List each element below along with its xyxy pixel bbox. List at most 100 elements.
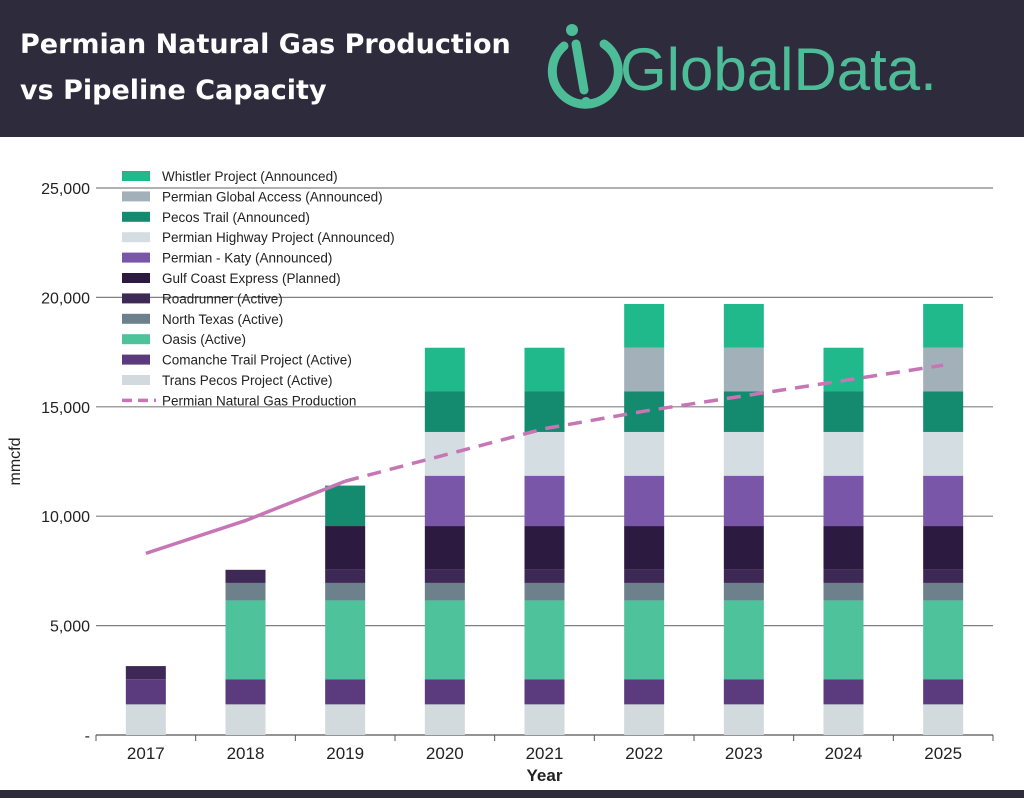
bar-segment [923, 391, 964, 432]
legend-swatch [122, 354, 150, 365]
bar-segment [823, 526, 864, 570]
bar-segment [723, 704, 764, 735]
bar-segment [923, 303, 964, 348]
legend-label: Gulf Coast Express (Planned) [162, 271, 341, 286]
bar-segment [325, 569, 366, 583]
title-line-1: Permian Natural Gas Production [20, 29, 511, 60]
legend-swatch [122, 171, 150, 181]
bar-segment [624, 347, 665, 392]
bar-segment [225, 582, 266, 601]
legend-label: Comanche Trail Project (Active) [162, 353, 352, 368]
bar-segment [524, 679, 565, 705]
bar-segment [325, 582, 366, 601]
bar-segment [823, 600, 864, 680]
bar-segment [624, 582, 665, 601]
bar-segment [524, 600, 565, 680]
legend-swatch [122, 211, 150, 222]
bar-segment [923, 526, 964, 570]
y-axis-title: mmcfd [7, 438, 24, 486]
bar-segment [823, 679, 864, 705]
bar-segment [923, 431, 964, 476]
footer-bar [0, 790, 1024, 798]
bar-segment [424, 347, 465, 392]
legend-swatch [122, 273, 150, 283]
bar-segment [424, 600, 465, 680]
x-tick-label: 2019 [326, 744, 364, 763]
bar-segment [723, 347, 764, 392]
legend-label: Permian Global Access (Announced) [162, 189, 383, 204]
production-line-actual [145, 479, 346, 556]
title-line-2: vs Pipeline Capacity [20, 75, 327, 106]
bar-segment [823, 704, 864, 735]
bar-segment [524, 704, 565, 735]
bar-segment [723, 569, 764, 583]
bar-segment [923, 704, 964, 735]
x-tick-label: 2018 [227, 744, 265, 763]
y-tick-label: 15,000 [41, 400, 90, 417]
x-tick-label: 2022 [625, 744, 663, 763]
bar-segment [424, 704, 465, 735]
bar-segment [624, 475, 665, 527]
bar-segment [723, 475, 764, 527]
y-tick-label: 5,000 [50, 619, 90, 636]
bar-segment [923, 582, 964, 601]
bar-segment [125, 666, 166, 680]
chart-title: Permian Natural Gas Production vs Pipeli… [20, 22, 511, 114]
bar-segment [424, 679, 465, 705]
bar-segment [524, 347, 565, 392]
bar-segment [225, 600, 266, 680]
bar-segment [823, 569, 864, 583]
y-tick-label: 25,000 [41, 181, 90, 198]
bar-segment [923, 600, 964, 680]
bar-segment [424, 526, 465, 570]
legend-swatch [122, 313, 150, 324]
y-tick-label: 20,000 [41, 290, 90, 307]
x-tick-label: 2023 [725, 744, 763, 763]
bar-segment [125, 679, 166, 705]
x-tick-label: 2021 [526, 744, 564, 763]
bar-segment [823, 347, 864, 392]
bar-segment [823, 582, 864, 601]
legend-swatch [122, 334, 150, 345]
bar-segment [225, 679, 266, 705]
x-tick-label: 2020 [426, 744, 464, 763]
bar-segment [325, 704, 366, 735]
stacked-bar-chart: - 5,000 10,000 15,000 20,000 25,000 2017 2018 20… [7, 169, 994, 785]
bar-segment [424, 475, 465, 527]
globaldata-logo: GlobalData. [547, 24, 937, 109]
bar-segment [225, 569, 266, 583]
bar-segment [923, 679, 964, 705]
header-banner: Permian Natural Gas Production vs Pipeli… [0, 0, 1024, 137]
bar-segment [524, 431, 565, 476]
legend-swatch [122, 191, 150, 202]
bar-segment [823, 391, 864, 432]
bar-segment [624, 679, 665, 705]
production-line-forecast [344, 363, 944, 483]
logo-wordmark: GlobalData. [620, 36, 937, 103]
legend-label: Permian Highway Project (Announced) [162, 230, 395, 245]
legend-label: Permian Natural Gas Production [162, 393, 356, 408]
bar-segment [923, 475, 964, 527]
bar-segment [424, 391, 465, 432]
bar-segment [624, 600, 665, 680]
x-tick-label: 2025 [924, 744, 962, 763]
bar-segment [723, 431, 764, 476]
legend-label: Permian - Katy (Announced) [162, 251, 332, 266]
bar-segment [524, 475, 565, 527]
bar-segment [823, 431, 864, 476]
bar-segment [424, 569, 465, 583]
bar-segment [723, 582, 764, 601]
legend-label: Oasis (Active) [162, 332, 246, 347]
y-tick-label: - [85, 728, 90, 745]
bar-segment [823, 475, 864, 527]
bar-segment [624, 526, 665, 570]
bar-segment [723, 679, 764, 705]
bar-segment [923, 569, 964, 583]
bar-segment [325, 600, 366, 680]
x-axis-title: Year [527, 766, 563, 785]
bar-segment [325, 485, 366, 527]
bar-segment [524, 569, 565, 583]
legend-label: Trans Pecos Project (Active) [162, 373, 333, 388]
bar-segment [624, 704, 665, 735]
bar-segment [125, 704, 166, 735]
